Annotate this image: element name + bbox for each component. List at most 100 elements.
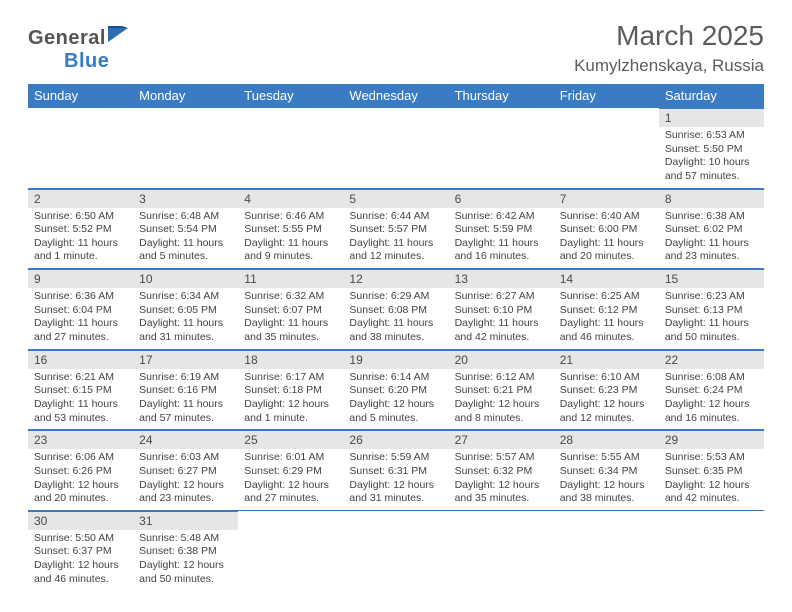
day-body: Sunrise: 6:32 AMSunset: 6:07 PMDaylight:… xyxy=(238,288,343,349)
sunrise-text: Sunrise: 5:53 AM xyxy=(665,451,758,465)
calendar-week-row: 9Sunrise: 6:36 AMSunset: 6:04 PMDaylight… xyxy=(28,269,764,350)
sunset-text: Sunset: 6:21 PM xyxy=(455,384,548,398)
daylight-text: Daylight: 12 hours and 23 minutes. xyxy=(139,479,232,506)
day-number: 25 xyxy=(238,430,343,449)
calendar-cell: 15Sunrise: 6:23 AMSunset: 6:13 PMDayligh… xyxy=(659,269,764,350)
calendar-cell: 27Sunrise: 5:57 AMSunset: 6:32 PMDayligh… xyxy=(449,430,554,511)
calendar-cell: 24Sunrise: 6:03 AMSunset: 6:27 PMDayligh… xyxy=(133,430,238,511)
sunrise-text: Sunrise: 6:23 AM xyxy=(665,290,758,304)
sunrise-text: Sunrise: 6:10 AM xyxy=(560,371,653,385)
day-number: 30 xyxy=(28,511,133,530)
sunset-text: Sunset: 6:10 PM xyxy=(455,304,548,318)
day-number: 17 xyxy=(133,350,238,369)
sunset-text: Sunset: 6:32 PM xyxy=(455,465,548,479)
sunset-text: Sunset: 6:37 PM xyxy=(34,545,127,559)
day-number: 22 xyxy=(659,350,764,369)
day-number: 1 xyxy=(659,108,764,127)
sunrise-text: Sunrise: 6:25 AM xyxy=(560,290,653,304)
day-body: Sunrise: 6:29 AMSunset: 6:08 PMDaylight:… xyxy=(343,288,448,349)
calendar-cell: 10Sunrise: 6:34 AMSunset: 6:05 PMDayligh… xyxy=(133,269,238,350)
sunrise-text: Sunrise: 6:38 AM xyxy=(665,210,758,224)
day-number: 11 xyxy=(238,269,343,288)
sunrise-text: Sunrise: 6:42 AM xyxy=(455,210,548,224)
daylight-text: Daylight: 12 hours and 42 minutes. xyxy=(665,479,758,506)
sunset-text: Sunset: 6:31 PM xyxy=(349,465,442,479)
day-body: Sunrise: 6:46 AMSunset: 5:55 PMDaylight:… xyxy=(238,208,343,269)
sunrise-text: Sunrise: 6:53 AM xyxy=(665,129,758,143)
calendar-cell: 6Sunrise: 6:42 AMSunset: 5:59 PMDaylight… xyxy=(449,188,554,269)
daylight-text: Daylight: 11 hours and 35 minutes. xyxy=(244,317,337,344)
calendar-week-row: 2Sunrise: 6:50 AMSunset: 5:52 PMDaylight… xyxy=(28,188,764,269)
calendar-cell: 26Sunrise: 5:59 AMSunset: 6:31 PMDayligh… xyxy=(343,430,448,511)
day-number: 29 xyxy=(659,430,764,449)
page-container: General Blue March 2025 Kumylzhenskaya, … xyxy=(0,0,792,600)
day-header: Thursday xyxy=(449,84,554,108)
daylight-text: Daylight: 12 hours and 8 minutes. xyxy=(455,398,548,425)
calendar-cell: 2Sunrise: 6:50 AMSunset: 5:52 PMDaylight… xyxy=(28,188,133,269)
calendar-cell: 1Sunrise: 6:53 AMSunset: 5:50 PMDaylight… xyxy=(659,108,764,189)
sunset-text: Sunset: 6:05 PM xyxy=(139,304,232,318)
calendar-cell: 19Sunrise: 6:14 AMSunset: 6:20 PMDayligh… xyxy=(343,349,448,430)
day-body: Sunrise: 6:38 AMSunset: 6:02 PMDaylight:… xyxy=(659,208,764,269)
day-body: Sunrise: 6:48 AMSunset: 5:54 PMDaylight:… xyxy=(133,208,238,269)
calendar-cell xyxy=(449,510,554,590)
sunset-text: Sunset: 6:02 PM xyxy=(665,223,758,237)
sunrise-text: Sunrise: 5:59 AM xyxy=(349,451,442,465)
daylight-text: Daylight: 12 hours and 20 minutes. xyxy=(34,479,127,506)
calendar-cell: 16Sunrise: 6:21 AMSunset: 6:15 PMDayligh… xyxy=(28,349,133,430)
day-body: Sunrise: 6:19 AMSunset: 6:16 PMDaylight:… xyxy=(133,369,238,430)
sunset-text: Sunset: 6:18 PM xyxy=(244,384,337,398)
day-body: Sunrise: 6:40 AMSunset: 6:00 PMDaylight:… xyxy=(554,208,659,269)
calendar-cell: 12Sunrise: 6:29 AMSunset: 6:08 PMDayligh… xyxy=(343,269,448,350)
header-right: March 2025 Kumylzhenskaya, Russia xyxy=(574,20,764,76)
daylight-text: Daylight: 11 hours and 38 minutes. xyxy=(349,317,442,344)
daylight-text: Daylight: 12 hours and 1 minute. xyxy=(244,398,337,425)
daylight-text: Daylight: 12 hours and 46 minutes. xyxy=(34,559,127,586)
sunrise-text: Sunrise: 6:14 AM xyxy=(349,371,442,385)
sunrise-text: Sunrise: 5:55 AM xyxy=(560,451,653,465)
sunrise-text: Sunrise: 5:48 AM xyxy=(139,532,232,546)
daylight-text: Daylight: 11 hours and 57 minutes. xyxy=(139,398,232,425)
day-header: Monday xyxy=(133,84,238,108)
daylight-text: Daylight: 12 hours and 38 minutes. xyxy=(560,479,653,506)
day-header: Saturday xyxy=(659,84,764,108)
calendar-cell xyxy=(238,108,343,189)
sunrise-text: Sunrise: 6:01 AM xyxy=(244,451,337,465)
sunset-text: Sunset: 6:16 PM xyxy=(139,384,232,398)
day-body: Sunrise: 6:14 AMSunset: 6:20 PMDaylight:… xyxy=(343,369,448,430)
calendar-cell xyxy=(238,510,343,590)
calendar-cell: 11Sunrise: 6:32 AMSunset: 6:07 PMDayligh… xyxy=(238,269,343,350)
daylight-text: Daylight: 11 hours and 12 minutes. xyxy=(349,237,442,264)
daylight-text: Daylight: 11 hours and 53 minutes. xyxy=(34,398,127,425)
day-body: Sunrise: 6:50 AMSunset: 5:52 PMDaylight:… xyxy=(28,208,133,269)
calendar-cell: 8Sunrise: 6:38 AMSunset: 6:02 PMDaylight… xyxy=(659,188,764,269)
daylight-text: Daylight: 11 hours and 50 minutes. xyxy=(665,317,758,344)
day-body: Sunrise: 5:50 AMSunset: 6:37 PMDaylight:… xyxy=(28,530,133,591)
day-number: 2 xyxy=(28,189,133,208)
daylight-text: Daylight: 12 hours and 27 minutes. xyxy=(244,479,337,506)
day-number: 10 xyxy=(133,269,238,288)
sunset-text: Sunset: 6:23 PM xyxy=(560,384,653,398)
calendar-cell xyxy=(449,108,554,189)
daylight-text: Daylight: 12 hours and 35 minutes. xyxy=(455,479,548,506)
day-body: Sunrise: 6:25 AMSunset: 6:12 PMDaylight:… xyxy=(554,288,659,349)
day-number: 8 xyxy=(659,189,764,208)
calendar-cell: 9Sunrise: 6:36 AMSunset: 6:04 PMDaylight… xyxy=(28,269,133,350)
day-body: Sunrise: 5:48 AMSunset: 6:38 PMDaylight:… xyxy=(133,530,238,591)
sunrise-text: Sunrise: 6:12 AM xyxy=(455,371,548,385)
day-number: 3 xyxy=(133,189,238,208)
sunset-text: Sunset: 6:15 PM xyxy=(34,384,127,398)
day-number: 28 xyxy=(554,430,659,449)
daylight-text: Daylight: 11 hours and 46 minutes. xyxy=(560,317,653,344)
calendar-cell: 13Sunrise: 6:27 AMSunset: 6:10 PMDayligh… xyxy=(449,269,554,350)
day-number: 21 xyxy=(554,350,659,369)
sunset-text: Sunset: 6:34 PM xyxy=(560,465,653,479)
daylight-text: Daylight: 11 hours and 31 minutes. xyxy=(139,317,232,344)
calendar-cell: 7Sunrise: 6:40 AMSunset: 6:00 PMDaylight… xyxy=(554,188,659,269)
calendar-week-row: 30Sunrise: 5:50 AMSunset: 6:37 PMDayligh… xyxy=(28,510,764,590)
daylight-text: Daylight: 11 hours and 27 minutes. xyxy=(34,317,127,344)
day-number: 13 xyxy=(449,269,554,288)
day-number: 23 xyxy=(28,430,133,449)
day-body: Sunrise: 5:57 AMSunset: 6:32 PMDaylight:… xyxy=(449,449,554,510)
day-header: Sunday xyxy=(28,84,133,108)
